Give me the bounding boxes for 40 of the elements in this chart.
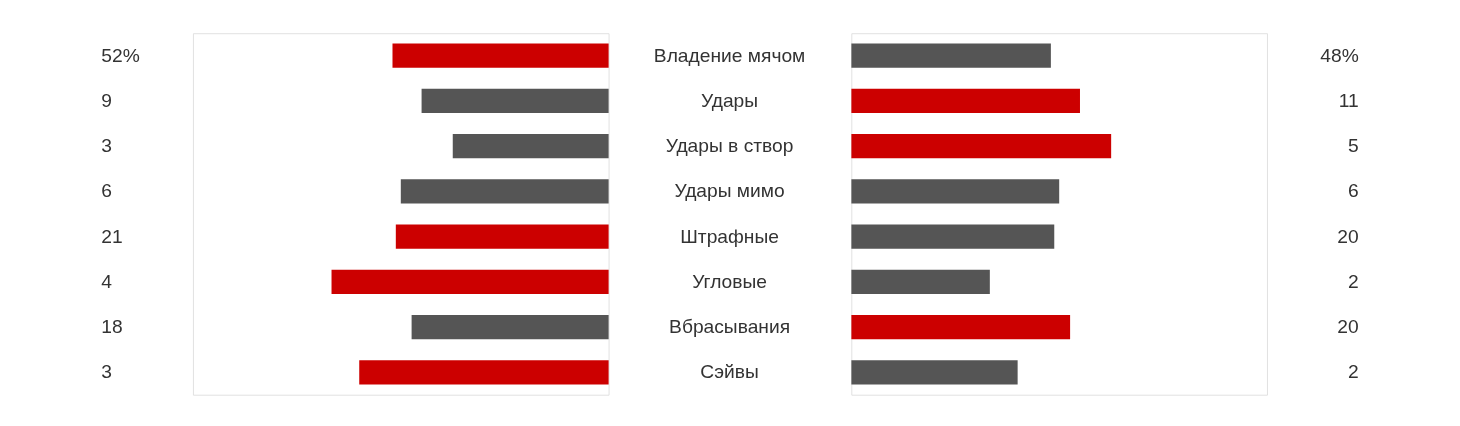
bar [851,269,990,295]
text: 9 [101,90,112,111]
text: 20 [1337,316,1359,338]
bar [851,133,1112,159]
text: 4 [101,270,113,292]
text: 5 [1348,135,1359,157]
bar [851,224,1055,249]
bar [851,88,1080,114]
y-tick-label: Угловые [692,270,767,292]
text: 21 [101,225,123,247]
y-tick-label: Удары в створ [665,135,794,157]
y-tick-label: Удары мимо [674,180,785,202]
text: 18 [101,316,123,338]
bar [395,224,609,249]
text: 48% [1320,44,1359,66]
text: 2 [1348,361,1359,383]
text: 2 [1348,270,1359,292]
bar [421,88,609,114]
y-tick-label: Вбрасывания [669,316,791,338]
bar [452,133,609,159]
bar [851,179,1060,204]
y-tick-label: Удары [701,90,759,111]
bar [851,360,1018,385]
text: 52% [101,44,140,66]
bar [392,43,609,68]
bar [411,314,609,340]
bar [400,179,609,204]
text: 11 [1338,90,1359,111]
bar [331,269,609,295]
y-tick-label: Штрафные [680,225,779,247]
bar [359,360,609,385]
text: 3 [101,361,112,383]
bar [851,314,1071,340]
text: 3 [101,135,112,157]
text: 20 [1337,225,1359,247]
y-tick-label: Сэйвы [700,361,759,383]
bar [851,43,1051,68]
y-tick-label: Владение мячом [653,44,806,66]
text: 6 [1348,180,1359,202]
text: 6 [101,180,112,202]
